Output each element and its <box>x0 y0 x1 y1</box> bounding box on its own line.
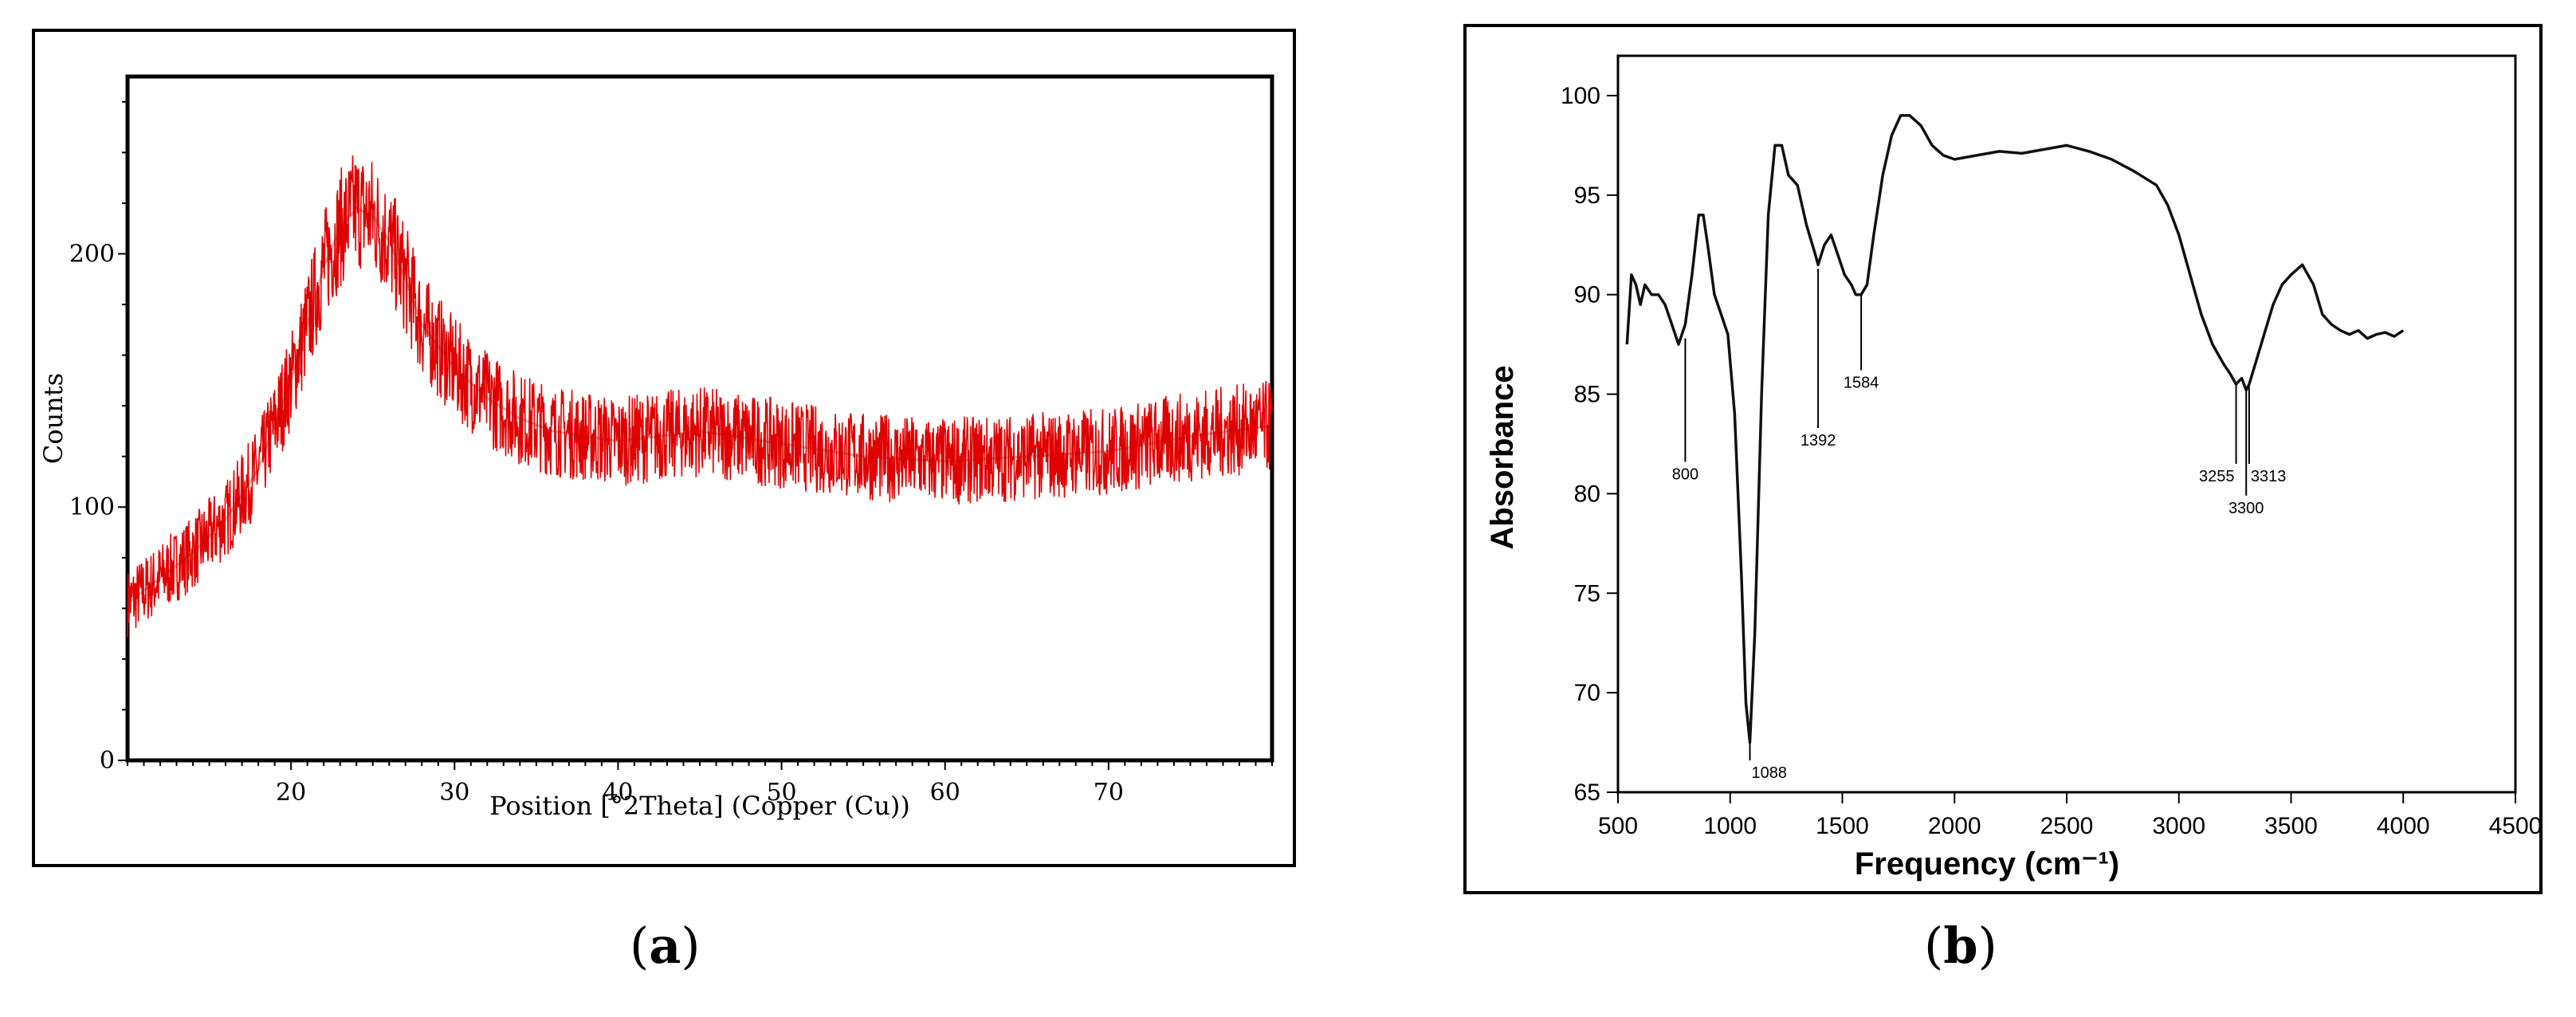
chart-b-x-tick-label: 1500 <box>1816 813 1869 839</box>
caption-a-close-paren: ) <box>681 917 701 975</box>
chart-b-x-tick-label: 1000 <box>1703 813 1757 839</box>
chart-b-x-tick-label: 4000 <box>2377 813 2430 839</box>
chart-b-peak-label: 3300 <box>2228 500 2264 517</box>
chart-b-peak-label: 1392 <box>1800 432 1836 450</box>
chart-b-frame: 500 1000 1500 2000 2500 3000 3500 4000 4500 65 70 7… <box>1463 24 2543 894</box>
chart-b: 500 1000 1500 2000 2500 3000 3500 4000 4500 65 70 7… <box>1485 54 2542 882</box>
caption-a-letter: a <box>649 917 681 975</box>
caption-b-close-paren: ) <box>1977 917 1997 975</box>
chart-a-x-tick-label: 40 <box>603 779 633 807</box>
chart-a-x-tick-label: 60 <box>930 779 960 807</box>
chart-a-trend-line <box>127 206 1273 605</box>
chart-b-x-tick-label: 3000 <box>2152 813 2205 839</box>
chart-a-frame: 20 30 40 50 60 70 0 100 200 Position [°2Theta] (… <box>32 29 1296 867</box>
chart-b-y-tick-label: 75 <box>1574 580 1600 607</box>
chart-a-series-line <box>127 206 1273 605</box>
chart-b-peak-label: 3255 <box>2199 468 2235 485</box>
chart-b-axis-ticks <box>1607 94 2516 803</box>
chart-b-peak-label: 1584 <box>1844 375 1879 392</box>
chart-b-peak-annotations: 800 1088 1392 1584 3255 3313 3300 <box>1672 269 2287 782</box>
chart-a-y-tick-label: 100 <box>69 493 115 521</box>
chart-a-axis-ticks <box>118 100 1273 770</box>
chart-a-noise-trace <box>127 155 1273 638</box>
chart-a-x-tick-label: 70 <box>1094 779 1124 807</box>
chart-b-spectrum-line <box>1625 114 2405 744</box>
chart-b-y-tick-label: 100 <box>1561 83 1600 109</box>
chart-b-y-tick-label: 65 <box>1574 779 1600 806</box>
chart-a-y-tick-label: 200 <box>69 240 115 268</box>
chart-b-y-tick-label: 90 <box>1574 282 1600 308</box>
chart-b-peak-label: 800 <box>1672 465 1698 483</box>
chart-a-x-tick-label: 50 <box>766 779 796 807</box>
chart-a-y-tick-label: 0 <box>100 747 115 775</box>
chart-a-noise-band <box>127 155 1273 638</box>
chart-a-tick-labels: 20 30 40 50 60 70 0 100 200 <box>69 240 1124 807</box>
chart-b-peak-label: 1088 <box>1752 764 1788 782</box>
caption-b-open-paren: ( <box>1924 917 1944 975</box>
chart-b-y-tick-label: 70 <box>1574 680 1600 706</box>
chart-b-x-tick-label: 3500 <box>2264 813 2318 839</box>
chart-b-y-tick-label: 85 <box>1574 382 1600 408</box>
chart-b-x-tick-label: 2000 <box>1928 813 1981 839</box>
chart-a-x-axis-label: Position [°2Theta] (Copper (Cu)) <box>489 791 910 821</box>
caption-a-open-paren: ( <box>630 917 650 975</box>
chart-b-x-tick-label: 500 <box>1598 813 1638 839</box>
chart-b-y-tick-label: 95 <box>1574 183 1600 209</box>
chart-b-y-axis-label: Absorbance <box>1485 365 1520 549</box>
chart-b-peak-label: 3313 <box>2251 468 2287 485</box>
caption-a: (a) <box>630 917 701 975</box>
chart-b-x-tick-label: 2500 <box>2040 813 2094 839</box>
chart-b-y-tick-label: 80 <box>1574 481 1600 507</box>
chart-a: 20 30 40 50 60 70 0 100 200 Position [°2Theta] (… <box>38 74 1274 821</box>
chart-a-x-tick-label: 20 <box>276 779 306 807</box>
chart-b-x-tick-label: 4500 <box>2489 813 2539 839</box>
caption-b: (b) <box>1924 917 1997 975</box>
chart-b-series-line <box>1625 114 2405 744</box>
chart-b-tick-labels: 500 1000 1500 2000 2500 3000 3500 4000 4500 65 70 7… <box>1561 83 2542 839</box>
chart-a-y-axis-label: Counts <box>38 373 69 464</box>
chart-a-x-tick-label: 30 <box>439 779 469 807</box>
chart-b-x-axis-label: Frequency (cm⁻¹) <box>1855 846 2119 882</box>
caption-b-letter: b <box>1943 917 1978 975</box>
